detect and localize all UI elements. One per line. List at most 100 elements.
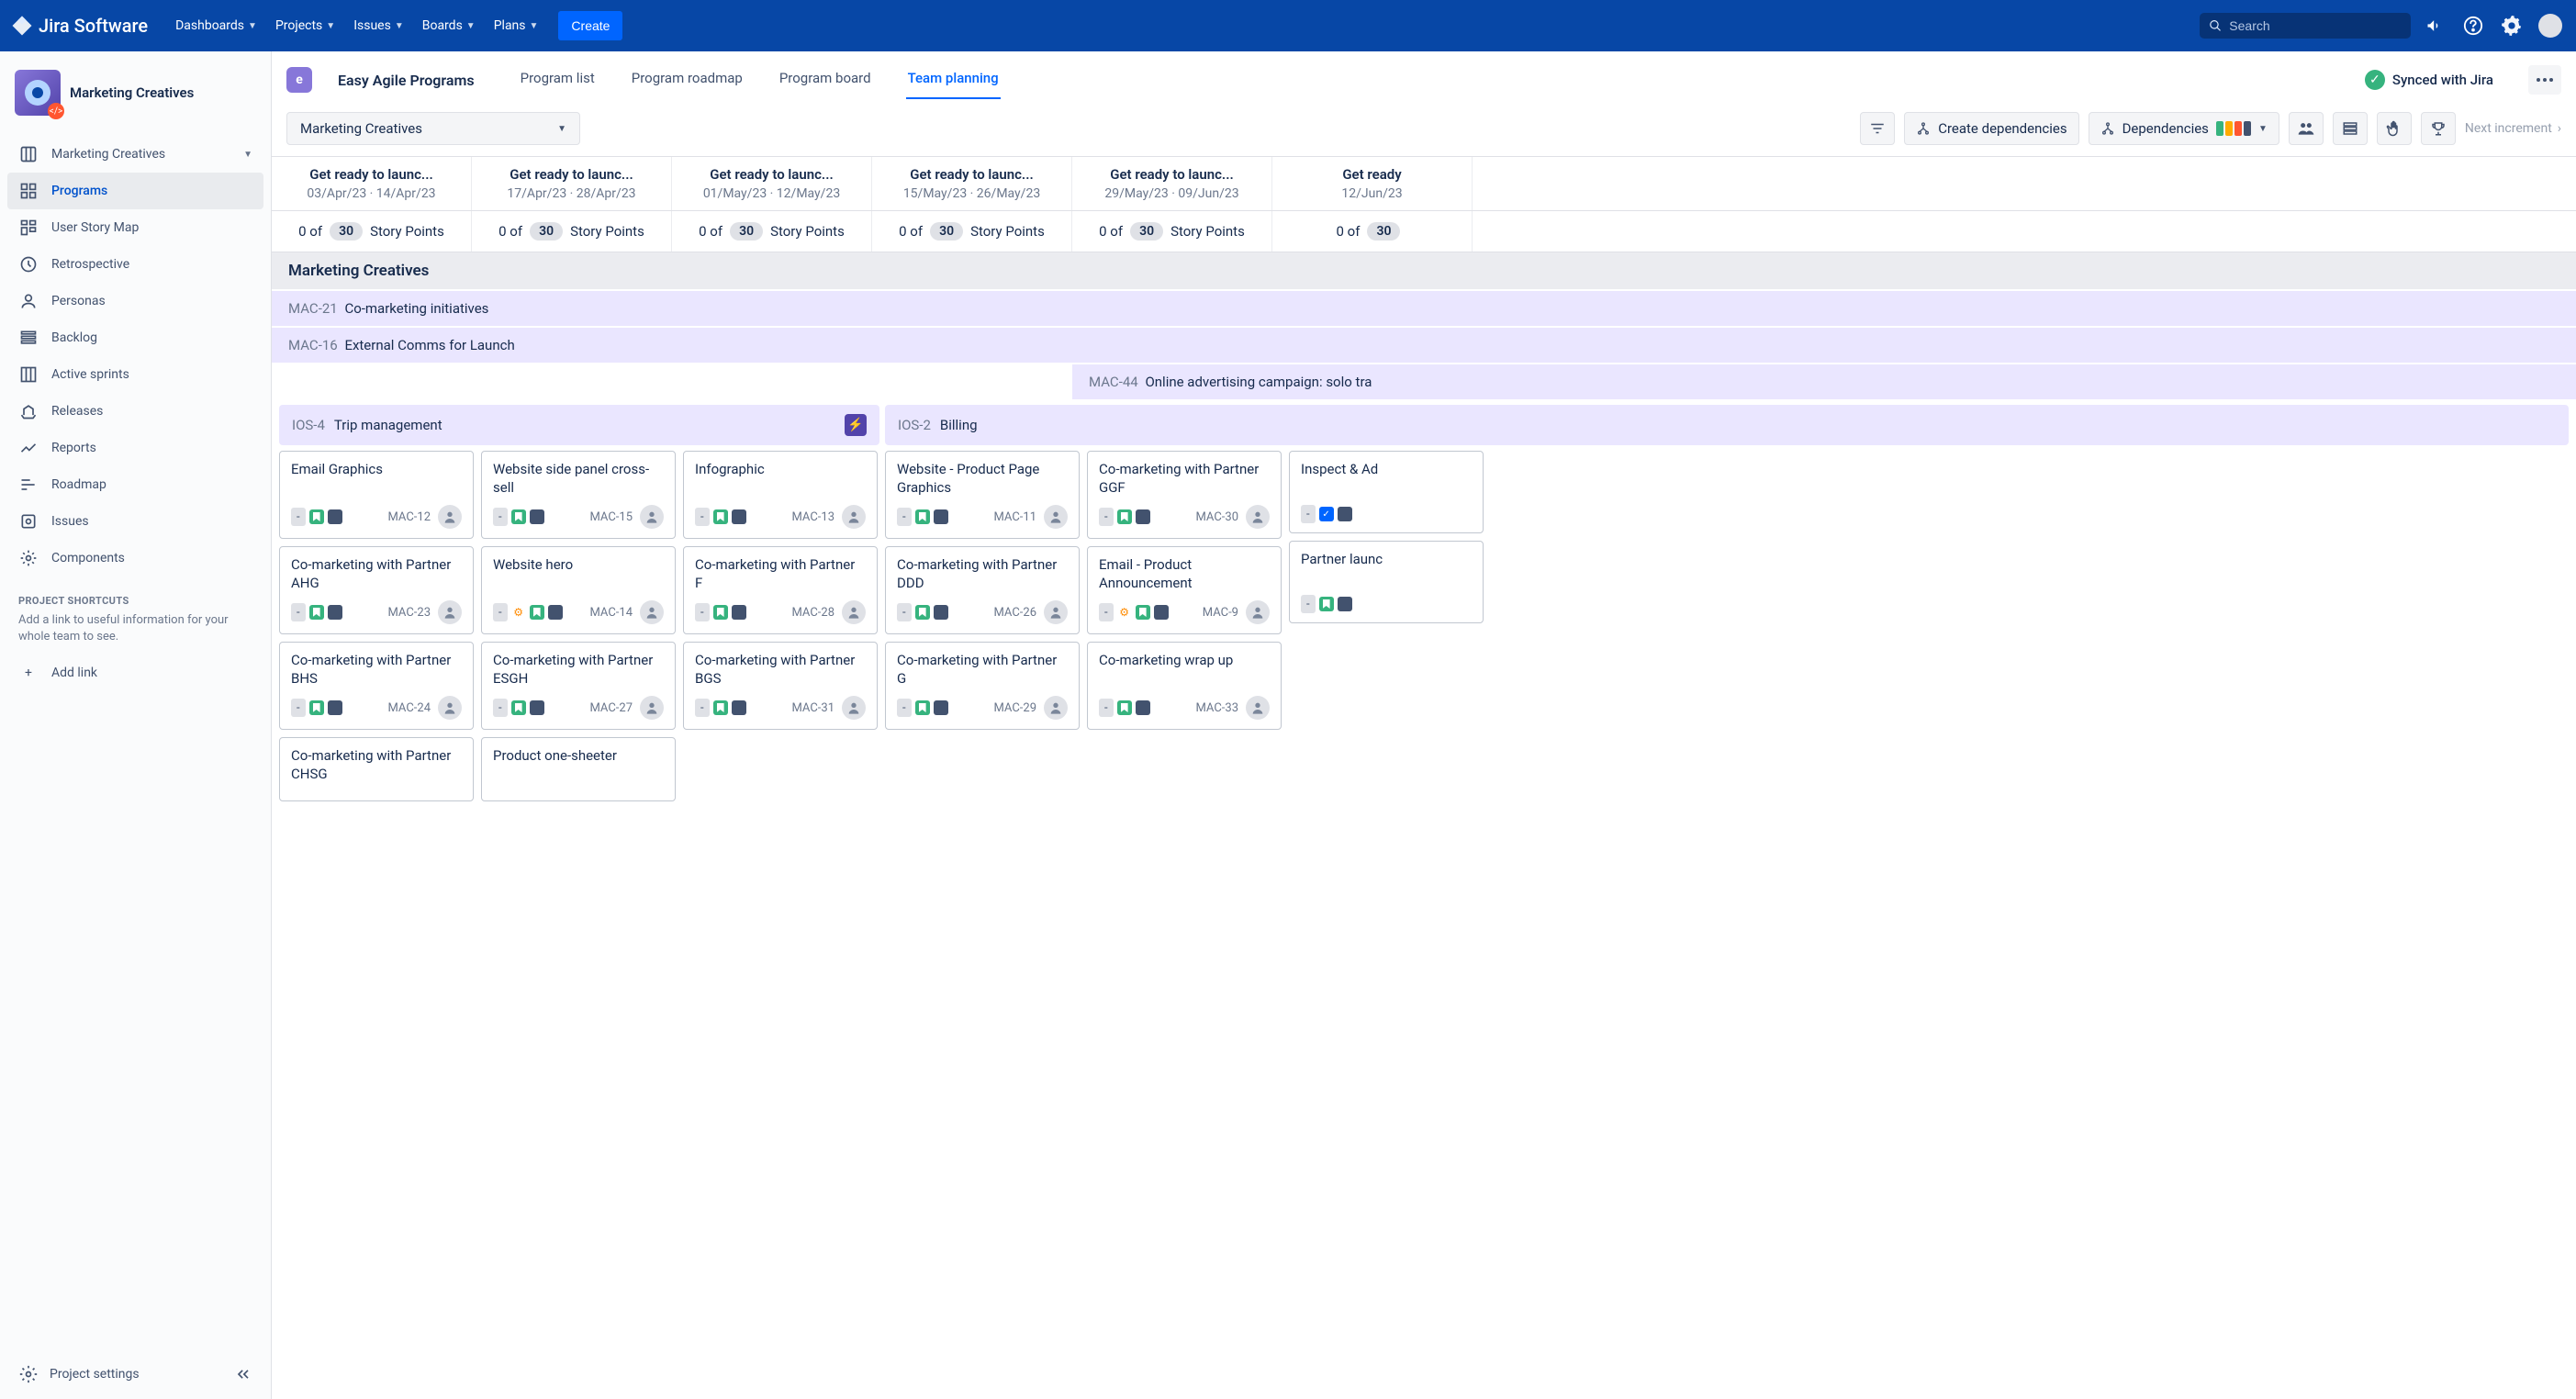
issue-card[interactable]: Website - Product Page Graphics-MAC-11 — [885, 451, 1080, 539]
assignee-avatar[interactable] — [1044, 505, 1068, 529]
issue-card[interactable]: Co-marketing with Partner BHS-MAC-24 — [279, 642, 474, 730]
sidebar-item-issues[interactable]: Issues — [7, 503, 263, 540]
tab-program-list[interactable]: Program list — [519, 61, 597, 99]
project-settings-link[interactable]: Project settings — [50, 1367, 140, 1382]
nav-issues[interactable]: Issues▼ — [344, 11, 413, 40]
help-icon[interactable] — [2458, 11, 2488, 40]
assignee-avatar[interactable] — [438, 600, 462, 624]
sidebar-item-user-story-map[interactable]: User Story Map — [7, 209, 263, 246]
issue-card[interactable]: Inspect & Ad- — [1289, 451, 1484, 533]
program-name: Easy Agile Programs — [338, 72, 475, 89]
sprint-column[interactable]: Get ready to launc...15/May/23 · 26/May/… — [872, 157, 1072, 210]
assignee-avatar[interactable] — [640, 600, 664, 624]
collapse-sidebar-icon[interactable] — [234, 1365, 252, 1383]
sidebar-item-marketing-creatives[interactable]: Marketing Creatives▼ — [7, 136, 263, 173]
nav-boards[interactable]: Boards▼ — [413, 11, 485, 40]
add-link-button[interactable]: + Add link — [7, 655, 263, 691]
create-dependencies-button[interactable]: Create dependencies — [1904, 112, 2078, 145]
sidebar-item-backlog[interactable]: Backlog — [7, 319, 263, 356]
issue-card[interactable]: Website side panel cross-sell-MAC-15 — [481, 451, 676, 539]
issue-title: Co-marketing with Partner F — [695, 556, 866, 593]
issue-card[interactable]: Co-marketing with Partner G-MAC-29 — [885, 642, 1080, 730]
tab-program-board[interactable]: Program board — [778, 61, 873, 99]
sprint-column[interactable]: Get ready to launc...03/Apr/23 · 14/Apr/… — [272, 157, 472, 210]
megaphone-icon[interactable] — [2420, 11, 2449, 40]
hand-button[interactable] — [2377, 112, 2412, 145]
sidebar-item-roadmap[interactable]: Roadmap — [7, 466, 263, 503]
assignee-avatar[interactable] — [842, 696, 866, 720]
assignee-avatar[interactable] — [1044, 696, 1068, 720]
sidebar-item-reports[interactable]: Reports — [7, 430, 263, 466]
issue-card[interactable]: Co-marketing with Partner GGF-MAC-30 — [1087, 451, 1282, 539]
search-box[interactable] — [2200, 13, 2411, 39]
profile-avatar[interactable] — [2536, 11, 2565, 40]
assignee-avatar[interactable] — [1246, 505, 1270, 529]
sprint-column[interactable]: Get ready12/Jun/23 — [1272, 157, 1473, 210]
assignee-avatar[interactable] — [640, 696, 664, 720]
sidebar-item-components[interactable]: Components — [7, 540, 263, 576]
jira-logo[interactable]: Jira Software — [11, 15, 162, 37]
assignee-avatar[interactable] — [1246, 696, 1270, 720]
issue-card[interactable]: Co-marketing with Partner AHG-MAC-23 — [279, 546, 474, 634]
tab-team-planning[interactable]: Team planning — [906, 61, 1001, 99]
people-button[interactable] — [2289, 112, 2324, 145]
assignee-avatar[interactable] — [842, 600, 866, 624]
issue-card[interactable]: Co-marketing wrap up-MAC-33 — [1087, 642, 1282, 730]
trophy-button[interactable] — [2421, 112, 2456, 145]
issue-card[interactable]: Email Graphics-MAC-12 — [279, 451, 474, 539]
team-swimlane-header[interactable]: Marketing Creatives — [272, 252, 2576, 289]
filter-button[interactable] — [1860, 112, 1895, 145]
issue-card[interactable]: Product one-sheeter — [481, 737, 676, 801]
tab-program-roadmap[interactable]: Program roadmap — [630, 61, 745, 99]
epic-bar[interactable]: MAC-44 Online advertising campaign: solo… — [1072, 364, 2576, 399]
sprint-column[interactable]: Get ready to launc...01/May/23 · 12/May/… — [672, 157, 872, 210]
sidebar-item-retrospective[interactable]: Retrospective — [7, 246, 263, 283]
assignee-avatar[interactable] — [438, 696, 462, 720]
sidebar-item-personas[interactable]: Personas — [7, 283, 263, 319]
sidebar-item-programs[interactable]: Programs — [7, 173, 263, 209]
story-type-icon — [713, 509, 728, 524]
issue-card[interactable]: Co-marketing with Partner CHSG — [279, 737, 474, 801]
project-header[interactable]: </> Marketing Creatives — [7, 66, 263, 130]
issue-card[interactable]: Co-marketing with Partner DDD-MAC-26 — [885, 546, 1080, 634]
nav-dashboards[interactable]: Dashboards▼ — [166, 11, 266, 40]
jira-icon — [11, 15, 33, 37]
nav-plans[interactable]: Plans▼ — [485, 11, 548, 40]
create-button[interactable]: Create — [558, 11, 622, 40]
assignee-avatar[interactable] — [1246, 600, 1270, 624]
feature-bar[interactable]: IOS-2Billing — [885, 405, 2569, 445]
next-increment-link[interactable]: Next increment › — [2465, 121, 2561, 136]
assignee-avatar[interactable] — [1044, 600, 1068, 624]
story-type-icon — [1117, 509, 1132, 524]
team-selector[interactable]: Marketing Creatives ▼ — [286, 112, 580, 145]
assignee-avatar[interactable] — [438, 505, 462, 529]
assignee-avatar[interactable] — [640, 505, 664, 529]
issue-card[interactable]: Co-marketing with Partner F-MAC-28 — [683, 546, 878, 634]
more-menu-button[interactable] — [2528, 65, 2561, 95]
sprint-column[interactable]: Get ready to launc...29/May/23 · 09/Jun/… — [1072, 157, 1272, 210]
epic-bar[interactable]: MAC-21 Co-marketing initiatives — [272, 291, 2576, 326]
story-type-icon — [915, 605, 930, 620]
sidebar-item-releases[interactable]: Releases — [7, 393, 263, 430]
chevron-down-icon: ▼ — [466, 21, 476, 31]
issue-card[interactable]: Co-marketing with Partner BGS-MAC-31 — [683, 642, 878, 730]
issue-card[interactable]: Partner launc- — [1289, 541, 1484, 623]
priority-tag: - — [695, 603, 710, 621]
search-input[interactable] — [2229, 18, 2402, 33]
issue-card[interactable]: Email - Product Announcement-⚙MAC-9 — [1087, 546, 1282, 634]
nav-projects[interactable]: Projects▼ — [266, 11, 344, 40]
epic-bar[interactable]: MAC-16 External Comms for Launch — [272, 328, 2576, 363]
list-icon — [2342, 120, 2358, 137]
assignee-avatar[interactable] — [842, 505, 866, 529]
sidebar-item-active-sprints[interactable]: Active sprints — [7, 356, 263, 393]
dependencies-button[interactable]: Dependencies ▼ — [2089, 112, 2279, 145]
settings-icon[interactable] — [2497, 11, 2526, 40]
issue-card[interactable]: Website hero-⚙MAC-14 — [481, 546, 676, 634]
list-view-button[interactable] — [2333, 112, 2368, 145]
issue-title: Website side panel cross-sell — [493, 461, 664, 498]
issue-card[interactable]: Infographic-MAC-13 — [683, 451, 878, 539]
sprint-column[interactable]: Get ready to launc...17/Apr/23 · 28/Apr/… — [472, 157, 672, 210]
status-icon — [328, 700, 342, 715]
feature-bar[interactable]: IOS-4Trip management⚡ — [279, 405, 879, 445]
issue-card[interactable]: Co-marketing with Partner ESGH-MAC-27 — [481, 642, 676, 730]
